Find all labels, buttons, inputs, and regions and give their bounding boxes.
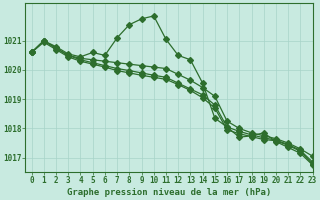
X-axis label: Graphe pression niveau de la mer (hPa): Graphe pression niveau de la mer (hPa) (67, 188, 271, 197)
